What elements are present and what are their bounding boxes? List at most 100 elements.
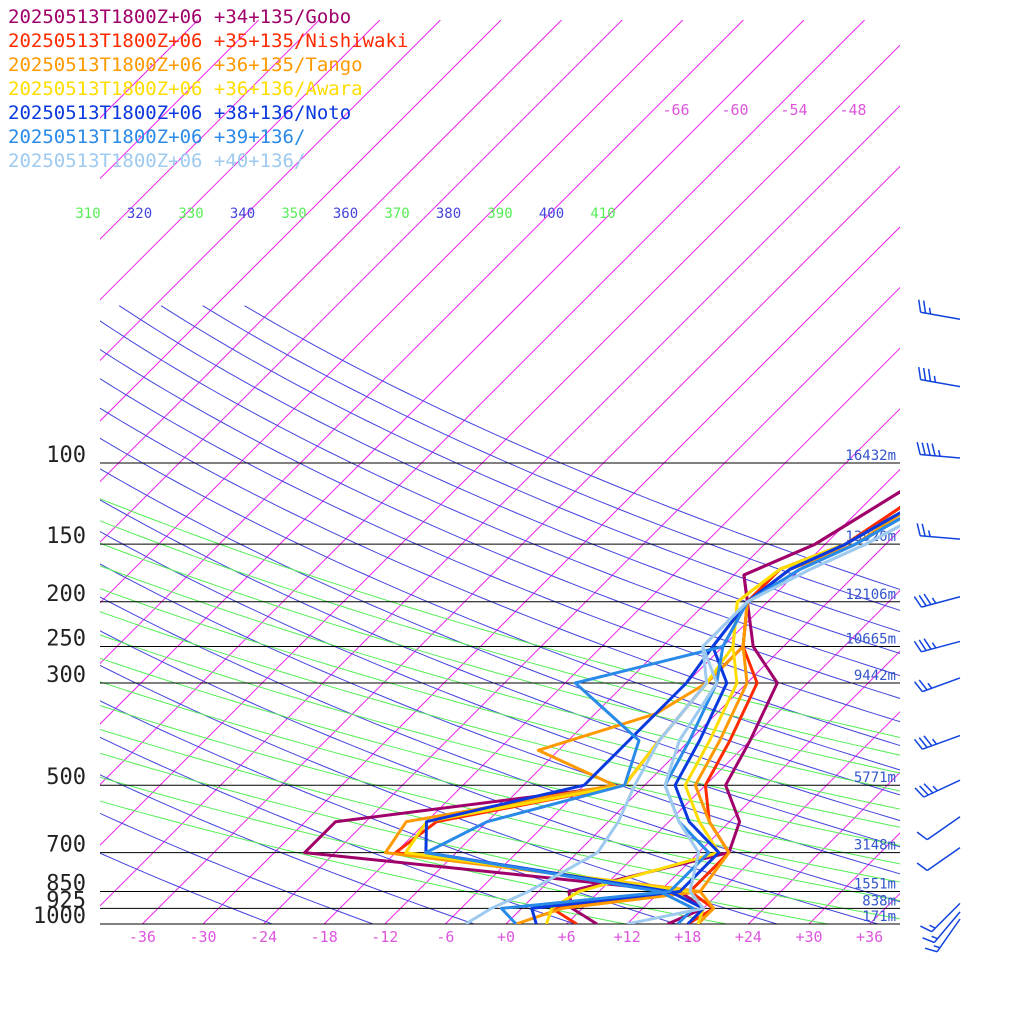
legend-entry-awara: 20250513T1800Z+06 +36+136/Awara xyxy=(8,78,363,100)
legend-entry-39-136: 20250513T1800Z+06 +39+136/ xyxy=(8,126,306,148)
isotherm-line xyxy=(202,226,900,924)
series-6-dewpoint-line xyxy=(626,524,900,924)
isotherm-line xyxy=(930,20,1024,924)
isotherm-line xyxy=(100,105,900,907)
theta-label: 380 xyxy=(436,206,461,222)
moist-adiabat-line xyxy=(100,752,831,924)
isotherm-line xyxy=(100,20,381,301)
isotherm-line xyxy=(384,408,900,924)
moist-adiabat-line xyxy=(100,705,900,902)
pressure-label: 300 xyxy=(46,663,86,688)
x-tick-label: -36 xyxy=(129,928,156,946)
dry-adiabat-line xyxy=(244,305,900,590)
isobars xyxy=(100,462,900,925)
series-1-temperature-line xyxy=(550,505,900,924)
moist-adiabat-line xyxy=(100,542,900,774)
pressure-label: 700 xyxy=(46,833,86,858)
theta-label: 330 xyxy=(178,206,203,222)
dry-adiabat-line xyxy=(100,499,900,822)
wind-barb xyxy=(918,367,961,388)
isotherm-line xyxy=(100,20,320,240)
dry-adiabat-line xyxy=(100,774,476,924)
theta-label: 390 xyxy=(487,206,512,222)
wind-barb xyxy=(913,638,961,653)
isotherm-line xyxy=(626,650,900,924)
wind-barb xyxy=(913,734,961,750)
isotherm-line xyxy=(100,20,865,786)
height-label: 9442m xyxy=(854,668,896,684)
legend: 20250513T1800Z+06 +34+135/Gobo 20250513T… xyxy=(8,5,408,173)
wind-barb xyxy=(920,902,961,933)
isotherm-label: -60 xyxy=(721,101,748,119)
pressure-label: 850 xyxy=(46,871,86,896)
legend-entry-tango: 20250513T1800Z+06 +36+135/Tango xyxy=(8,54,363,76)
wind-barb xyxy=(924,918,961,953)
wind-barb xyxy=(913,593,961,608)
isotherm-line xyxy=(505,529,900,924)
moist-adiabat-line xyxy=(100,681,900,883)
dry-adiabat-line xyxy=(100,348,900,699)
moist-adiabat-line xyxy=(100,611,900,828)
series-3-temperature-line xyxy=(544,511,900,924)
dry-adiabat-line xyxy=(100,563,900,875)
moist-adiabat-line xyxy=(100,588,900,810)
wind-barb xyxy=(913,677,961,693)
theta-label: 310 xyxy=(75,206,100,222)
x-tick-label: -6 xyxy=(436,928,454,946)
x-tick-label: +6 xyxy=(558,928,576,946)
sounding-profiles xyxy=(303,490,900,924)
moist-adiabat-line xyxy=(100,634,900,847)
theta-label: 410 xyxy=(590,206,615,222)
isotherm-line xyxy=(100,20,562,483)
theta-label: 350 xyxy=(281,206,306,222)
x-tick-label: -30 xyxy=(189,928,216,946)
isotherm-line xyxy=(445,468,900,924)
moist-adiabat-line xyxy=(100,728,900,920)
isotherm-line xyxy=(100,44,900,846)
pressure-label: 200 xyxy=(46,582,86,607)
series-2-temperature-line xyxy=(515,512,900,924)
moist-adiabat-line xyxy=(100,657,900,865)
dry-adiabat-line xyxy=(100,736,577,924)
isotherm-line xyxy=(142,165,900,924)
isotherm-label: -54 xyxy=(780,101,807,119)
height-label: 1551m xyxy=(854,876,896,892)
x-tick-label: -12 xyxy=(371,928,398,946)
dry-adiabat-line xyxy=(100,531,900,848)
x-tick-label: +30 xyxy=(795,928,822,946)
isotherm-line xyxy=(100,20,744,665)
isotherm-line xyxy=(100,20,502,422)
isotherm-line xyxy=(869,892,900,924)
height-label: 10665m xyxy=(845,631,896,647)
height-label: 16432m xyxy=(845,448,896,464)
series-5-dewpoint-line xyxy=(424,516,900,924)
moist-adiabat-line xyxy=(100,498,900,738)
height-label: 3148m xyxy=(854,838,896,854)
pressure-label: 500 xyxy=(46,765,86,790)
dry-adiabat-line xyxy=(202,305,900,611)
wind-barb xyxy=(916,816,961,841)
theta-label: 400 xyxy=(539,206,564,222)
x-tick-label: -18 xyxy=(311,928,338,946)
height-label: 5771m xyxy=(854,770,896,786)
pressure-label: 250 xyxy=(46,626,86,651)
wind-barb xyxy=(916,523,961,540)
dry-adiabat-line xyxy=(100,630,880,924)
height-label: 171m xyxy=(862,909,896,925)
dry-adiabat-line xyxy=(100,468,900,796)
dry-adiabat-line xyxy=(100,437,900,771)
isotherm-line xyxy=(100,20,623,543)
isotherm-line xyxy=(991,20,1024,924)
x-tick-label: +18 xyxy=(674,928,701,946)
x-tick-label: -24 xyxy=(250,928,277,946)
legend-entry-40-136: 20250513T1800Z+06 +40+136/ xyxy=(8,150,306,172)
wind-barb xyxy=(916,846,961,872)
legend-entry-gobo: 20250513T1800Z+06 +34+135/Gobo xyxy=(8,6,352,28)
dry-adiabat-line xyxy=(100,596,900,903)
background-lines xyxy=(100,20,1024,924)
x-tick-label: +36 xyxy=(856,928,883,946)
pressure-label: 1000 xyxy=(33,904,86,929)
isotherm-line xyxy=(100,20,441,362)
moist-adiabat-line xyxy=(100,800,629,924)
dry-adiabat-line xyxy=(100,407,900,747)
